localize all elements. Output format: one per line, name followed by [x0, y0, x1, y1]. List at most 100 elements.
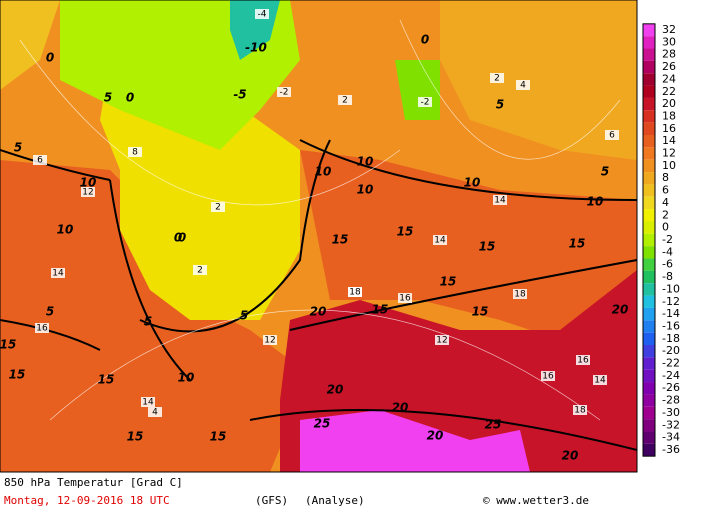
colorbar-swatch [643, 85, 655, 98]
isotherm-label-box [148, 407, 162, 417]
isotherm-label-box [605, 130, 619, 140]
contour-label: 5 [46, 305, 54, 319]
colorbar-label: -12 [662, 295, 680, 308]
isotherm-label-box [573, 405, 587, 415]
colorbar-swatch [643, 419, 655, 432]
colorbar-label: 16 [662, 122, 676, 135]
field-west [0, 160, 300, 472]
colorbar-label: 12 [662, 147, 676, 160]
contour-label: 5 [601, 165, 609, 179]
isotherm-label: 4 [520, 81, 526, 91]
contour-label: 5 [496, 98, 504, 112]
isotherm-label: 14 [434, 236, 446, 246]
colorbar-label: -6 [662, 258, 673, 271]
footer-credit: © www.wetter3.de [483, 494, 589, 507]
contour-label: 15 [440, 275, 457, 289]
colorbar-label: 28 [662, 48, 676, 61]
colorbar-label: -20 [662, 344, 680, 357]
isotherm-label: 2 [494, 74, 500, 84]
isotherm-label: 8 [132, 148, 138, 158]
colorbar-swatch [643, 73, 655, 86]
isotherm-label: 12 [264, 336, 275, 346]
contour-label: 25 [485, 418, 502, 432]
colorbar-swatch [643, 48, 655, 61]
colorbar-swatch [643, 159, 655, 173]
isotherm-label: -2 [421, 98, 430, 108]
colorbar-label: -32 [662, 418, 680, 431]
contour-label: -5 [233, 88, 246, 102]
colorbar-swatch [643, 233, 655, 247]
isotherm-label-box [35, 323, 49, 333]
isotherm-label-box [493, 195, 507, 205]
colorbar-label: 32 [662, 23, 676, 36]
colorbar-swatch [643, 295, 655, 308]
contour-label: 5 [144, 315, 152, 329]
contour-label: 10 [315, 165, 332, 179]
isotherm-label: 14 [52, 269, 64, 279]
colorbar-swatch [643, 36, 655, 49]
isotherm-label: 12 [436, 336, 447, 346]
contour-label: 15 [472, 305, 489, 319]
colorbar: 32302826242220181614121086420-2-4-6-8-10… [642, 23, 680, 457]
colorbar-swatch [643, 209, 655, 222]
colorbar-label: 2 [662, 208, 669, 221]
contour-label: 0 [174, 231, 182, 245]
contour-label: 10 [464, 176, 481, 190]
colorbar-swatch [643, 23, 655, 37]
isotherm-label-box [576, 355, 590, 365]
colorbar-label: 24 [662, 72, 676, 85]
isotherm-label-box [338, 95, 352, 105]
colorbar-label: 4 [662, 196, 669, 209]
colorbar-label: -26 [662, 381, 680, 394]
isotherm-label-box [81, 187, 95, 197]
colorbar-swatch [643, 122, 655, 135]
colorbar-label: 20 [662, 97, 676, 110]
colorbar-swatch [643, 332, 655, 345]
colorbar-label: 10 [662, 159, 676, 172]
colorbar-swatch [643, 97, 655, 111]
isotherm-label-box [593, 375, 607, 385]
contour-label: 0 [421, 33, 429, 47]
isotherm-label: -2 [280, 88, 289, 98]
isotherm-label: 2 [342, 96, 348, 106]
isotherm-lines [0, 139, 638, 451]
isotherm-label: -4 [258, 10, 267, 20]
contour-label: 20 [427, 429, 444, 443]
colorbar-swatch [643, 172, 655, 185]
contour-label: 20 [612, 303, 629, 317]
isotherm-label-box [51, 268, 65, 278]
colorbar-swatch [643, 221, 655, 234]
contour-label: 15 [210, 430, 227, 444]
contour-label: 15 [0, 338, 16, 352]
colorbar-swatch [643, 184, 655, 197]
isotherm-label: 16 [36, 324, 48, 334]
contour-label: 20 [392, 401, 409, 415]
colorbar-swatch [643, 443, 655, 457]
isotherm-label-box [435, 335, 449, 345]
isotherm-label-box [128, 147, 142, 157]
colorbar-label: -28 [662, 394, 680, 407]
footer-model: (GFS) [255, 494, 288, 507]
isotherm-label-box [33, 155, 47, 165]
contour-label: 15 [127, 430, 144, 444]
field-nw [0, 0, 60, 90]
isotherm-label-box [541, 371, 555, 381]
colorbar-label: 22 [662, 85, 676, 98]
colorbar-label: 26 [662, 60, 676, 73]
colorbar-swatch [643, 307, 655, 321]
colorbar-label: 8 [662, 171, 669, 184]
colorbar-swatch [643, 270, 655, 284]
colorbar-label: -8 [662, 270, 673, 283]
isotherm-label-box [277, 87, 291, 97]
contour-label: 15 [332, 233, 349, 247]
contour-label: 10 [57, 223, 74, 237]
isotherm-label: 14 [142, 398, 154, 408]
colorbar-label: -30 [662, 406, 680, 419]
contour-label: 0 [46, 51, 54, 65]
isotherm-label: 18 [349, 288, 361, 298]
colorbar-label: -10 [662, 282, 680, 295]
isotherm-label: 12 [82, 188, 93, 198]
